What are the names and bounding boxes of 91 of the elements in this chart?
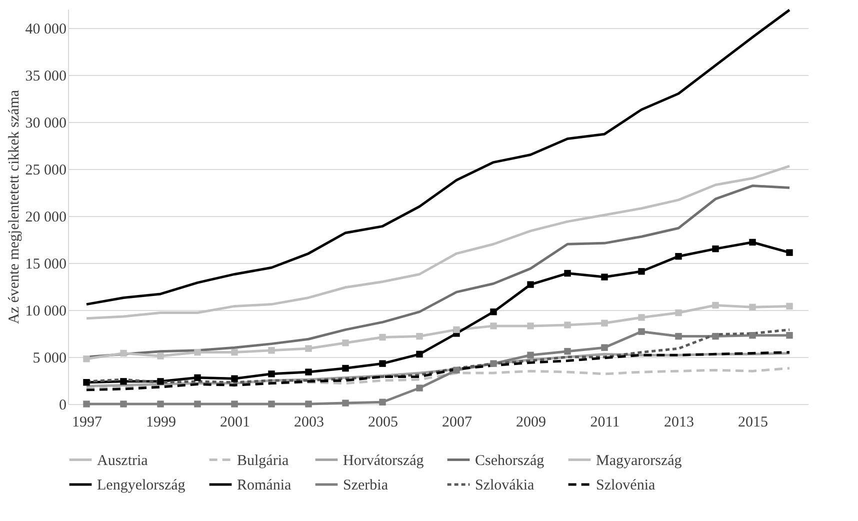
y-tick-label: 0 bbox=[59, 398, 66, 414]
point bbox=[83, 356, 90, 362]
x-tick-label: 2005 bbox=[368, 414, 398, 430]
point bbox=[342, 400, 349, 406]
point bbox=[416, 350, 423, 358]
y-tick-label: 15 000 bbox=[25, 256, 66, 272]
point bbox=[268, 347, 275, 354]
point bbox=[305, 400, 312, 408]
point bbox=[379, 398, 386, 406]
legend-label: Szlovákia bbox=[475, 478, 534, 494]
point bbox=[194, 400, 201, 408]
point bbox=[490, 360, 497, 367]
point bbox=[157, 352, 164, 360]
y-tick-label: 20 000 bbox=[25, 209, 66, 226]
point bbox=[194, 374, 201, 382]
point bbox=[527, 281, 534, 288]
x-tick-label: 2003 bbox=[294, 414, 324, 430]
y-tick-label: 40 000 bbox=[25, 21, 66, 38]
point bbox=[231, 375, 238, 382]
point bbox=[712, 245, 719, 252]
y-tick-label: 5 000 bbox=[32, 350, 66, 366]
x-tick-label: 2001 bbox=[220, 414, 250, 430]
point bbox=[712, 332, 719, 340]
legend-label: Csehország bbox=[475, 452, 545, 469]
point bbox=[379, 334, 386, 341]
point bbox=[342, 340, 349, 346]
point bbox=[120, 400, 127, 408]
point bbox=[453, 366, 460, 374]
point bbox=[712, 302, 719, 309]
point bbox=[675, 332, 682, 340]
x-tick-label: 1997 bbox=[72, 414, 102, 430]
point bbox=[268, 370, 275, 378]
legend-label: Ausztria bbox=[97, 452, 148, 469]
x-tick-label: 2009 bbox=[516, 414, 546, 430]
legend-label: Horvátország bbox=[343, 452, 424, 469]
point bbox=[786, 302, 793, 310]
x-tick-label: 1999 bbox=[146, 414, 176, 430]
point bbox=[786, 249, 793, 256]
point bbox=[601, 274, 608, 280]
point bbox=[675, 252, 682, 260]
point bbox=[416, 332, 423, 340]
point bbox=[83, 400, 90, 408]
x-tick-label: 2011 bbox=[590, 414, 620, 430]
line-series bbox=[85, 164, 791, 320]
point bbox=[638, 268, 645, 275]
point bbox=[194, 348, 201, 356]
point bbox=[749, 304, 756, 310]
point bbox=[231, 348, 238, 356]
point bbox=[268, 400, 275, 408]
legend-label: Magyarország bbox=[596, 452, 682, 469]
point bbox=[305, 345, 312, 352]
x-tick-label: 2013 bbox=[664, 414, 694, 430]
y-axis-title: Az évente megjelentetett cikkek száma bbox=[6, 90, 22, 324]
point bbox=[564, 322, 571, 328]
point bbox=[490, 308, 497, 316]
y-tick-label: 25 000 bbox=[25, 162, 66, 178]
legend-label: Szlovénia bbox=[596, 478, 656, 494]
line-series bbox=[85, 8, 791, 306]
point bbox=[786, 332, 793, 339]
point bbox=[601, 320, 608, 326]
point bbox=[564, 270, 571, 277]
x-tick-label: 2007 bbox=[442, 414, 472, 430]
y-tick-label: 35 000 bbox=[25, 68, 66, 84]
point bbox=[379, 360, 386, 367]
legend-label: Szerbia bbox=[343, 478, 388, 494]
point bbox=[564, 348, 571, 355]
point bbox=[749, 238, 756, 246]
point bbox=[527, 352, 534, 358]
point bbox=[120, 350, 127, 357]
point bbox=[749, 332, 756, 339]
point bbox=[490, 322, 497, 330]
point bbox=[120, 378, 127, 385]
point bbox=[638, 328, 645, 335]
point bbox=[638, 314, 645, 321]
point bbox=[453, 326, 460, 334]
point bbox=[83, 379, 90, 386]
point bbox=[416, 384, 423, 392]
y-tick-label: 30 000 bbox=[25, 115, 66, 132]
legend-label: Bulgária bbox=[237, 452, 289, 469]
legend-label: Lengyelország bbox=[97, 478, 186, 494]
x-tick-label: 2015 bbox=[738, 414, 768, 430]
y-tick-label: 10 000 bbox=[25, 303, 66, 320]
legend-label: Románia bbox=[237, 478, 292, 494]
point bbox=[342, 364, 349, 372]
point bbox=[601, 344, 608, 351]
point bbox=[231, 400, 238, 408]
point bbox=[305, 368, 312, 376]
point bbox=[157, 400, 164, 408]
point bbox=[527, 322, 534, 330]
point bbox=[675, 309, 682, 316]
point bbox=[157, 378, 164, 385]
